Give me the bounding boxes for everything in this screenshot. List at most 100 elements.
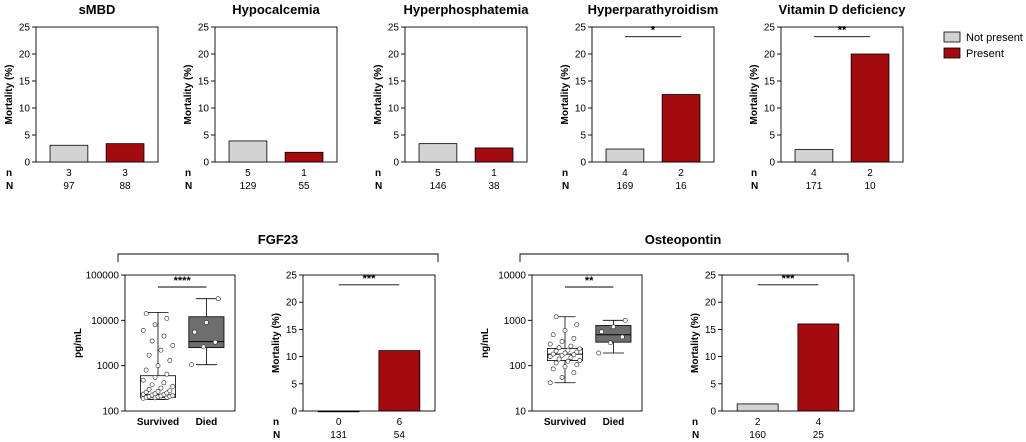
data-point [215, 296, 221, 302]
N-value: 88 [119, 181, 131, 192]
chart-hyperparathyroidism: Hyperparathyroidism Mortality (%) 0 5 10 15 20… [560, 2, 718, 192]
data-point [571, 335, 577, 341]
y-axis-label: Mortality (%) [373, 65, 384, 125]
plot-frame [124, 274, 236, 412]
data-point [547, 341, 553, 347]
y-tick-label: 15 [198, 77, 210, 88]
data-point [155, 389, 161, 394]
data-point [559, 339, 565, 344]
group-bracket-line-fgf23 [117, 253, 439, 262]
data-point [619, 334, 625, 340]
y-tick-label: 25 [19, 23, 31, 34]
y-tick-label: 25 [705, 271, 717, 282]
y-tick-label: 20 [388, 50, 400, 61]
bar-present [284, 151, 324, 163]
y-tick-label: 20 [19, 50, 31, 61]
n-value: 4 [811, 168, 817, 179]
row-label-N: N [6, 181, 13, 192]
n-value: 1 [491, 168, 497, 179]
N-value: 131 [330, 430, 347, 441]
N-value: 97 [63, 181, 75, 192]
bar-present [474, 147, 514, 163]
y-tick-label: 20 [286, 298, 298, 309]
y-axis-label: Mortality (%) [690, 313, 701, 373]
data-point [158, 347, 164, 353]
group-bracket-line-osteopontin [519, 253, 849, 262]
y-tick-label: 10 [575, 104, 587, 115]
y-tick-label: 0 [203, 158, 209, 169]
data-point [556, 345, 562, 351]
y-tick-label: 0 [710, 407, 716, 418]
n-value: 5 [435, 168, 441, 179]
chart-title: Hypocalcemia [232, 2, 320, 17]
data-point [550, 351, 556, 357]
group-bracket-fgf23: FGF23 [117, 232, 439, 262]
data-point [550, 332, 556, 338]
row-label-N: N [273, 430, 280, 441]
data-point [170, 342, 176, 348]
data-point [149, 338, 155, 344]
N-value: 38 [488, 181, 500, 192]
N-value: 129 [240, 181, 257, 192]
bar-not-present [736, 403, 779, 412]
chart-vitamind: Vitamin D deficiency Mortality (%) 0 5 10 15 2… [749, 2, 906, 192]
y-tick-label: 20 [764, 50, 776, 61]
data-point [152, 375, 158, 380]
data-point [553, 360, 559, 366]
data-point [596, 350, 602, 356]
y-tick-label: 5 [580, 131, 586, 142]
legend-swatch-present [943, 47, 961, 59]
chart-title: Hyperphosphatemia [404, 2, 530, 17]
data-point [565, 347, 571, 353]
row-label-n: n [185, 168, 191, 179]
y-axis-label: pg/mL [73, 328, 84, 358]
box-died [595, 317, 632, 356]
y-tick-label: 5 [291, 379, 297, 390]
n-value: 6 [397, 417, 403, 428]
row-label-n: n [375, 168, 381, 179]
y-tick-label: 100 [509, 361, 526, 372]
y-tick-label: 5 [393, 131, 399, 142]
chart-opn-bar: Mortality (%) 0 5 10 15 20 25 nN 2 4 160 25 *** [690, 271, 855, 441]
N-value: 169 [617, 181, 634, 192]
data-point [550, 366, 556, 372]
bar-not-present [794, 149, 834, 163]
data-point [599, 329, 604, 335]
plot-frame [780, 26, 904, 163]
y-tick-label: 15 [764, 77, 776, 88]
N-value: 25 [813, 430, 825, 441]
y-tick-label: 15 [575, 77, 587, 88]
data-point [201, 344, 206, 350]
significance-stars: *** [782, 273, 796, 285]
data-point [608, 340, 613, 346]
bar-not-present [228, 140, 268, 163]
data-point [212, 339, 218, 345]
row-label-N: N [562, 181, 569, 192]
row-label-N: N [751, 181, 758, 192]
y-axis-label: Mortality (%) [749, 65, 760, 125]
significance-stars: *** [363, 273, 377, 285]
legend-label-not-present: Not present [966, 32, 1023, 44]
N-value: 16 [675, 181, 687, 192]
y-tick-label: 0 [393, 158, 399, 169]
data-point [553, 348, 559, 354]
significance-stars: ** [585, 275, 594, 287]
N-value: 54 [394, 430, 406, 441]
y-tick-label: 5 [203, 131, 209, 142]
y-tick-label: 0 [580, 158, 586, 169]
y-tick-label: 10 [705, 352, 717, 363]
data-point [167, 358, 173, 363]
data-point [571, 370, 577, 376]
row-label-n: n [692, 417, 698, 428]
bar-not-present [605, 148, 645, 163]
bar-not-present [418, 143, 458, 163]
data-point [577, 346, 583, 352]
n-value: 2 [678, 168, 684, 179]
row-label-N: N [692, 430, 699, 441]
y-tick-label: 15 [388, 77, 400, 88]
plot-frame [35, 26, 159, 163]
data-point [164, 316, 170, 321]
y-axis-label: Mortality (%) [183, 65, 194, 125]
data-point [565, 358, 571, 364]
y-tick-label: 5 [769, 131, 775, 142]
